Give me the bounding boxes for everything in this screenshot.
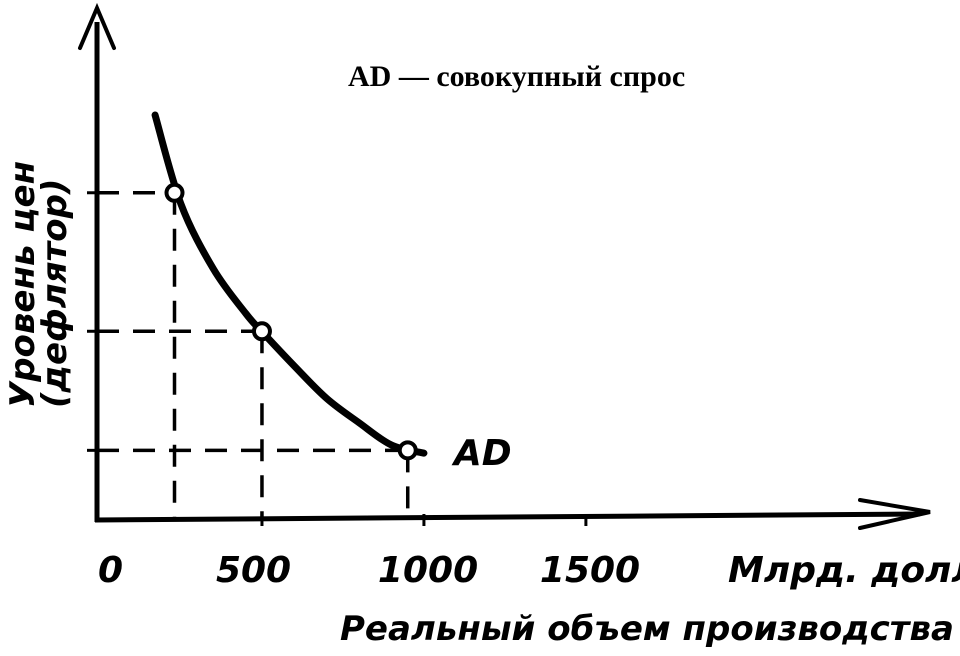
x-axis-title: Реальный объем производства (340, 609, 954, 649)
ad-point (397, 440, 418, 461)
x-unit-label: Млрд. долл. (728, 550, 960, 591)
x-tick-label: 0 (98, 550, 123, 591)
y-axis-title: Уровень цен (дефлятор) (3, 161, 75, 408)
x-tick-label: 1000 (378, 550, 478, 591)
x-axis-arrow-icon (858, 498, 931, 530)
ad-point (251, 321, 272, 342)
y-axis-title-line2: (дефлятор) (35, 179, 75, 408)
x-tick-labels: 0 500 1000 1500 (98, 514, 640, 591)
x-axis (94, 511, 921, 523)
chart-title: AD — совокупный спрос (348, 60, 685, 93)
guide-lines (87, 191, 410, 520)
y-axis-title-line1: Уровень цен (3, 161, 43, 408)
ad-curve (151, 111, 428, 457)
x-tick-label: 1500 (540, 550, 640, 591)
y-axis-arrow-icon (78, 2, 116, 50)
series-ad: AD (151, 111, 512, 474)
axes (78, 2, 931, 530)
x-tick-label: 500 (216, 550, 291, 591)
ad-point (164, 182, 185, 203)
series-label-ad: AD (451, 433, 512, 474)
